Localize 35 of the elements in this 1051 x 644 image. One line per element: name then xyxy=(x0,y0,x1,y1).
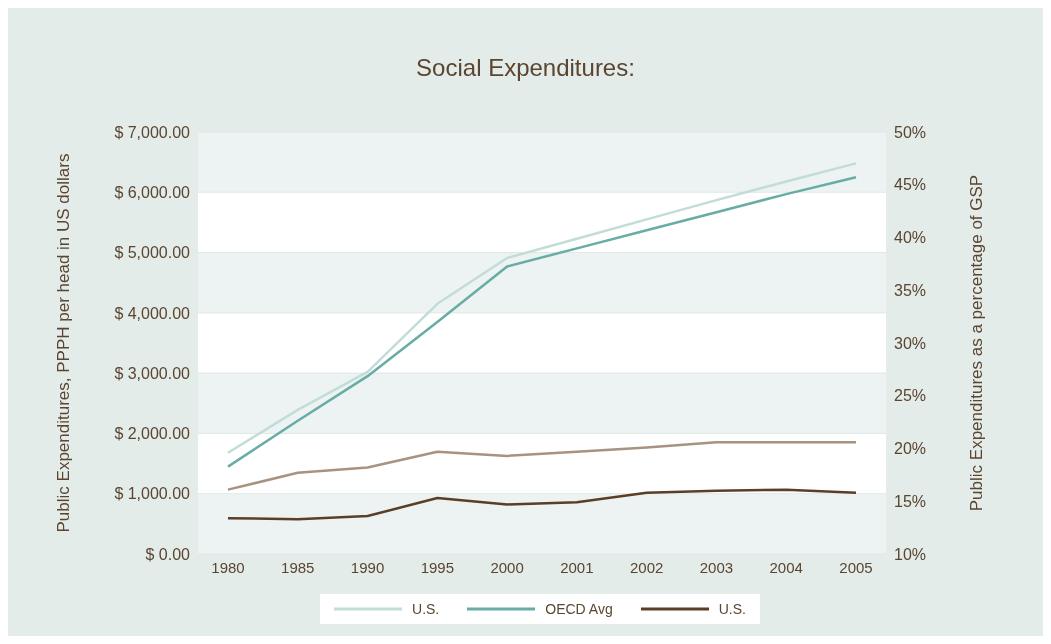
x-tick-label: 1990 xyxy=(350,558,385,576)
legend-label: U.S. xyxy=(718,601,746,617)
y2-tick-label: 15% xyxy=(894,492,927,510)
x-tick-label: 2005 xyxy=(839,558,873,576)
x-tick-label: 1980 xyxy=(211,558,245,576)
y2-tick-label: 50% xyxy=(894,123,927,141)
x-tick-label: 1995 xyxy=(420,558,455,576)
legend-label: U.S. xyxy=(412,601,440,617)
line-series xyxy=(226,440,858,491)
x-tick-label: 2001 xyxy=(560,558,594,576)
x-tick-label: 2004 xyxy=(769,558,803,576)
x-tick-label: 2003 xyxy=(699,558,734,576)
y-tick-label: $ 7,000.00 xyxy=(114,123,191,141)
y-tick-label: $ 5,000.00 xyxy=(114,244,191,262)
y-axis-title: Public Expenditures, PPPH per head in US dollars xyxy=(54,153,74,533)
y2-tick-label: 35% xyxy=(894,281,927,299)
y2-tick-label: 30% xyxy=(894,334,927,352)
line-series xyxy=(226,488,858,521)
y2-tick-label: 25% xyxy=(894,387,927,405)
x-tick-label: 2000 xyxy=(490,558,524,576)
y-tick-label: $ 4,000.00 xyxy=(114,304,191,322)
x-tick-label: 1985 xyxy=(281,558,315,576)
y-tick-label: $ 0.00 xyxy=(145,545,191,563)
y-tick-label: $ 3,000.00 xyxy=(114,364,191,382)
y2-tick-label: 40% xyxy=(894,229,927,247)
y-tick-label: $ 1,000.00 xyxy=(114,485,191,503)
y2-tick-label: 45% xyxy=(894,176,927,194)
y2-tick-label: 10% xyxy=(894,545,927,563)
y2-axis-title: Public Expenditures as a percentage of GSP xyxy=(967,174,987,512)
y-tick-label: $ 2,000.00 xyxy=(114,425,191,443)
legend-label: OECD Avg xyxy=(545,601,613,617)
y2-tick-label: 20% xyxy=(894,440,927,458)
x-tick-label: 2002 xyxy=(629,558,664,576)
y-tick-label: $ 6,000.00 xyxy=(114,183,191,201)
chart-title: Social Expenditures: xyxy=(415,54,636,82)
